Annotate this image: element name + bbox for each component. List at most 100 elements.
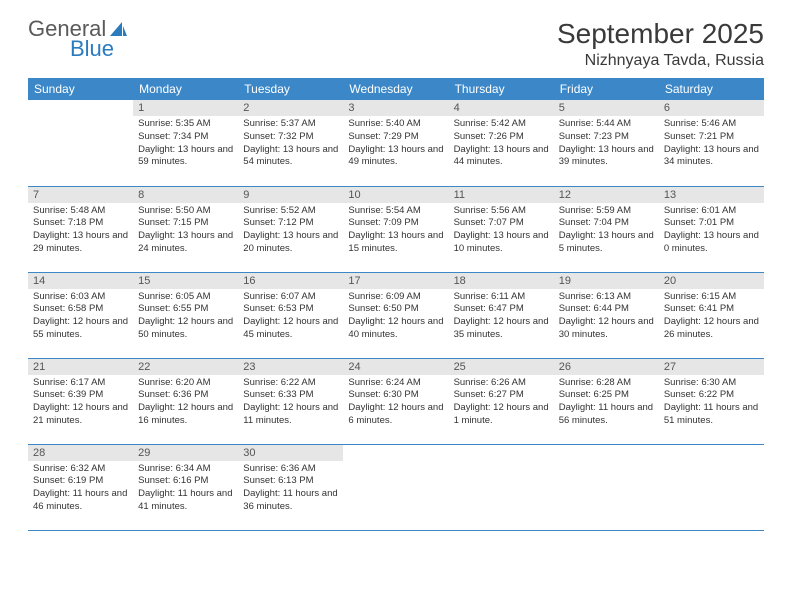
- calendar-day-cell: 11Sunrise: 5:56 AMSunset: 7:07 PMDayligh…: [449, 186, 554, 272]
- weekday-header: Friday: [554, 78, 659, 100]
- title-block: September 2025 Nizhnyaya Tavda, Russia: [557, 18, 764, 70]
- calendar-day-cell: 27Sunrise: 6:30 AMSunset: 6:22 PMDayligh…: [659, 358, 764, 444]
- calendar-day-cell: 1Sunrise: 5:35 AMSunset: 7:34 PMDaylight…: [133, 100, 238, 186]
- calendar-day-cell: 23Sunrise: 6:22 AMSunset: 6:33 PMDayligh…: [238, 358, 343, 444]
- day-number: 25: [449, 359, 554, 375]
- day-content: Sunrise: 5:59 AMSunset: 7:04 PMDaylight:…: [554, 203, 659, 260]
- day-number: 11: [449, 187, 554, 203]
- weekday-header-row: Sunday Monday Tuesday Wednesday Thursday…: [28, 78, 764, 100]
- calendar-day-cell: 8Sunrise: 5:50 AMSunset: 7:15 PMDaylight…: [133, 186, 238, 272]
- calendar-day-cell: 9Sunrise: 5:52 AMSunset: 7:12 PMDaylight…: [238, 186, 343, 272]
- day-content: Sunrise: 6:01 AMSunset: 7:01 PMDaylight:…: [659, 203, 764, 260]
- day-content: Sunrise: 6:36 AMSunset: 6:13 PMDaylight:…: [238, 461, 343, 518]
- calendar-day-cell: [554, 444, 659, 530]
- day-content: Sunrise: 5:37 AMSunset: 7:32 PMDaylight:…: [238, 116, 343, 173]
- day-content: Sunrise: 6:20 AMSunset: 6:36 PMDaylight:…: [133, 375, 238, 432]
- day-content: Sunrise: 5:35 AMSunset: 7:34 PMDaylight:…: [133, 116, 238, 173]
- day-number: 15: [133, 273, 238, 289]
- calendar-day-cell: 10Sunrise: 5:54 AMSunset: 7:09 PMDayligh…: [343, 186, 448, 272]
- calendar-day-cell: 13Sunrise: 6:01 AMSunset: 7:01 PMDayligh…: [659, 186, 764, 272]
- weekday-header: Tuesday: [238, 78, 343, 100]
- day-content: Sunrise: 5:54 AMSunset: 7:09 PMDaylight:…: [343, 203, 448, 260]
- calendar-day-cell: 6Sunrise: 5:46 AMSunset: 7:21 PMDaylight…: [659, 100, 764, 186]
- calendar-day-cell: 20Sunrise: 6:15 AMSunset: 6:41 PMDayligh…: [659, 272, 764, 358]
- day-number: 8: [133, 187, 238, 203]
- calendar-table: Sunday Monday Tuesday Wednesday Thursday…: [28, 78, 764, 531]
- day-number: 9: [238, 187, 343, 203]
- day-number: 22: [133, 359, 238, 375]
- calendar-day-cell: [343, 444, 448, 530]
- calendar-day-cell: 24Sunrise: 6:24 AMSunset: 6:30 PMDayligh…: [343, 358, 448, 444]
- calendar-day-cell: 19Sunrise: 6:13 AMSunset: 6:44 PMDayligh…: [554, 272, 659, 358]
- calendar-week-row: 1Sunrise: 5:35 AMSunset: 7:34 PMDaylight…: [28, 100, 764, 186]
- calendar-week-row: 28Sunrise: 6:32 AMSunset: 6:19 PMDayligh…: [28, 444, 764, 530]
- day-number: 19: [554, 273, 659, 289]
- day-content: Sunrise: 5:44 AMSunset: 7:23 PMDaylight:…: [554, 116, 659, 173]
- day-number: 3: [343, 100, 448, 116]
- calendar-day-cell: 25Sunrise: 6:26 AMSunset: 6:27 PMDayligh…: [449, 358, 554, 444]
- calendar-day-cell: 22Sunrise: 6:20 AMSunset: 6:36 PMDayligh…: [133, 358, 238, 444]
- day-content: Sunrise: 6:09 AMSunset: 6:50 PMDaylight:…: [343, 289, 448, 346]
- day-number: 27: [659, 359, 764, 375]
- day-number: 20: [659, 273, 764, 289]
- calendar-day-cell: 7Sunrise: 5:48 AMSunset: 7:18 PMDaylight…: [28, 186, 133, 272]
- logo: General Blue: [28, 18, 128, 62]
- day-content: Sunrise: 6:28 AMSunset: 6:25 PMDaylight:…: [554, 375, 659, 432]
- day-number: 1: [133, 100, 238, 116]
- day-content: Sunrise: 6:05 AMSunset: 6:55 PMDaylight:…: [133, 289, 238, 346]
- calendar-day-cell: 16Sunrise: 6:07 AMSunset: 6:53 PMDayligh…: [238, 272, 343, 358]
- day-content: Sunrise: 5:42 AMSunset: 7:26 PMDaylight:…: [449, 116, 554, 173]
- calendar-day-cell: 30Sunrise: 6:36 AMSunset: 6:13 PMDayligh…: [238, 444, 343, 530]
- day-number: 17: [343, 273, 448, 289]
- calendar-day-cell: 3Sunrise: 5:40 AMSunset: 7:29 PMDaylight…: [343, 100, 448, 186]
- weekday-header: Thursday: [449, 78, 554, 100]
- day-content: Sunrise: 5:52 AMSunset: 7:12 PMDaylight:…: [238, 203, 343, 260]
- day-number: 4: [449, 100, 554, 116]
- calendar-day-cell: 4Sunrise: 5:42 AMSunset: 7:26 PMDaylight…: [449, 100, 554, 186]
- calendar-day-cell: 5Sunrise: 5:44 AMSunset: 7:23 PMDaylight…: [554, 100, 659, 186]
- calendar-day-cell: 14Sunrise: 6:03 AMSunset: 6:58 PMDayligh…: [28, 272, 133, 358]
- logo-text-blue: Blue: [70, 36, 128, 62]
- calendar-day-cell: 18Sunrise: 6:11 AMSunset: 6:47 PMDayligh…: [449, 272, 554, 358]
- day-number: 23: [238, 359, 343, 375]
- day-number: 12: [554, 187, 659, 203]
- day-number: 18: [449, 273, 554, 289]
- day-content: Sunrise: 6:22 AMSunset: 6:33 PMDaylight:…: [238, 375, 343, 432]
- day-number: 29: [133, 445, 238, 461]
- day-number: 21: [28, 359, 133, 375]
- day-content: Sunrise: 6:17 AMSunset: 6:39 PMDaylight:…: [28, 375, 133, 432]
- calendar-week-row: 21Sunrise: 6:17 AMSunset: 6:39 PMDayligh…: [28, 358, 764, 444]
- day-content: Sunrise: 6:32 AMSunset: 6:19 PMDaylight:…: [28, 461, 133, 518]
- calendar-day-cell: 2Sunrise: 5:37 AMSunset: 7:32 PMDaylight…: [238, 100, 343, 186]
- calendar-week-row: 7Sunrise: 5:48 AMSunset: 7:18 PMDaylight…: [28, 186, 764, 272]
- day-content: Sunrise: 6:34 AMSunset: 6:16 PMDaylight:…: [133, 461, 238, 518]
- day-number: 2: [238, 100, 343, 116]
- calendar-day-cell: [659, 444, 764, 530]
- day-number: 5: [554, 100, 659, 116]
- day-number: 26: [554, 359, 659, 375]
- calendar-day-cell: 12Sunrise: 5:59 AMSunset: 7:04 PMDayligh…: [554, 186, 659, 272]
- header: General Blue September 2025 Nizhnyaya Ta…: [28, 18, 764, 70]
- day-content: Sunrise: 6:13 AMSunset: 6:44 PMDaylight:…: [554, 289, 659, 346]
- calendar-day-cell: [28, 100, 133, 186]
- day-number: 14: [28, 273, 133, 289]
- day-content: Sunrise: 6:30 AMSunset: 6:22 PMDaylight:…: [659, 375, 764, 432]
- location: Nizhnyaya Tavda, Russia: [557, 52, 764, 70]
- calendar-page: General Blue September 2025 Nizhnyaya Ta…: [0, 0, 792, 549]
- day-content: Sunrise: 5:40 AMSunset: 7:29 PMDaylight:…: [343, 116, 448, 173]
- day-content: Sunrise: 6:03 AMSunset: 6:58 PMDaylight:…: [28, 289, 133, 346]
- calendar-day-cell: 21Sunrise: 6:17 AMSunset: 6:39 PMDayligh…: [28, 358, 133, 444]
- day-content: Sunrise: 6:26 AMSunset: 6:27 PMDaylight:…: [449, 375, 554, 432]
- calendar-day-cell: 17Sunrise: 6:09 AMSunset: 6:50 PMDayligh…: [343, 272, 448, 358]
- day-number: 6: [659, 100, 764, 116]
- weekday-header: Saturday: [659, 78, 764, 100]
- day-content: Sunrise: 6:11 AMSunset: 6:47 PMDaylight:…: [449, 289, 554, 346]
- calendar-day-cell: 28Sunrise: 6:32 AMSunset: 6:19 PMDayligh…: [28, 444, 133, 530]
- day-content: Sunrise: 6:24 AMSunset: 6:30 PMDaylight:…: [343, 375, 448, 432]
- calendar-day-cell: 15Sunrise: 6:05 AMSunset: 6:55 PMDayligh…: [133, 272, 238, 358]
- day-content: Sunrise: 5:50 AMSunset: 7:15 PMDaylight:…: [133, 203, 238, 260]
- day-number: 7: [28, 187, 133, 203]
- day-number: 16: [238, 273, 343, 289]
- weekday-header: Sunday: [28, 78, 133, 100]
- day-number: 30: [238, 445, 343, 461]
